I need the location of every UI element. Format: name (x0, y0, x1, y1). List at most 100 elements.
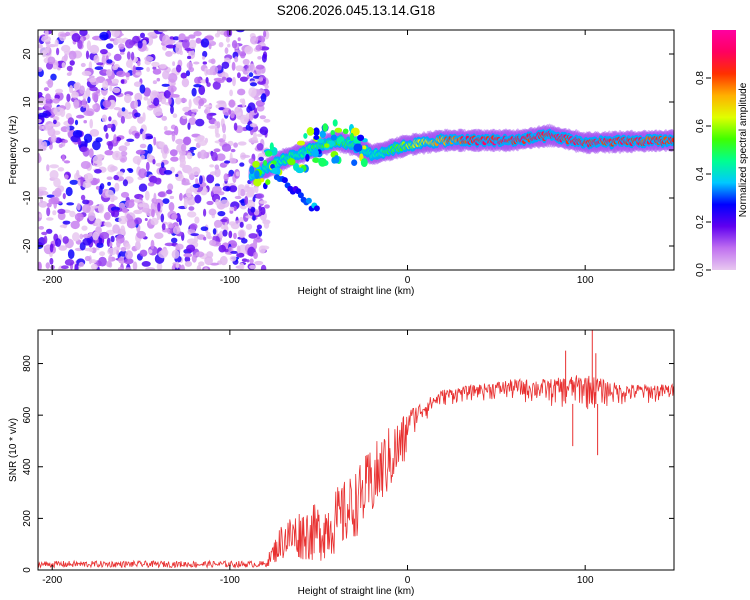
noise-blob (80, 176, 84, 187)
signal-blob (313, 135, 320, 140)
noise-blob (57, 167, 65, 172)
noise-blob (132, 261, 138, 270)
noise-blob (81, 98, 87, 108)
noise-blob (99, 31, 109, 41)
noise-blob (50, 196, 60, 204)
noise-blob (175, 261, 180, 269)
noise-blob (83, 120, 87, 124)
signal-blob (264, 150, 273, 157)
noise-blob (209, 239, 217, 246)
noise-blob (230, 250, 239, 254)
noise-blob (83, 110, 94, 116)
noise-blob (219, 255, 228, 266)
noise-blob (139, 143, 147, 149)
noise-blob (112, 87, 121, 94)
colorbar-tick-label: 0.4 (695, 167, 706, 181)
snr-x-tick-label: 100 (577, 575, 594, 586)
noise-blob (172, 36, 180, 41)
noise-blob (38, 112, 48, 118)
signal-blob (287, 158, 296, 166)
noise-blob (47, 56, 56, 65)
noise-blob (58, 143, 63, 148)
signal-blob (333, 155, 340, 164)
noise-blob (64, 174, 69, 180)
noise-blob (256, 224, 262, 230)
colorbar-axis: 0.0 0.2 0.4 0.6 0.8 (695, 71, 711, 277)
noise-blob (202, 50, 208, 58)
noise-blob (158, 250, 168, 259)
noise-blob (122, 206, 128, 214)
noise-blob (135, 149, 146, 155)
noise-blob (80, 194, 86, 201)
noise-blob (215, 133, 221, 138)
snr-y-tick-label: 0 (22, 567, 33, 573)
noise-blob (152, 68, 162, 75)
noise-blob (153, 97, 160, 107)
noise-blob (109, 85, 113, 92)
noise-blob (176, 64, 182, 73)
noise-blob (237, 141, 247, 146)
noise-blob (81, 70, 92, 77)
noise-blob (228, 157, 237, 164)
noise-blob (161, 223, 166, 231)
noise-blob (57, 211, 66, 221)
noise-blob (246, 259, 250, 263)
noise-blob (252, 196, 256, 203)
spectrogram-y-axis: -20 -10 0 10 20 (22, 48, 674, 253)
noise-blob (49, 243, 54, 253)
noise-blob (150, 201, 158, 212)
noise-blob (208, 208, 217, 216)
snr-panel: -200 -100 0 100 0 200 400 600 800 Height of str… (8, 329, 675, 597)
noise-blob (241, 258, 248, 263)
snr-plot-area (38, 330, 674, 570)
noise-blob (216, 64, 222, 71)
noise-blob (116, 70, 126, 78)
noise-blob (223, 173, 229, 182)
noise-blob (242, 58, 250, 66)
noise-blob (43, 235, 48, 244)
noise-blob (99, 231, 110, 240)
noise-blob (124, 93, 132, 104)
noise-blob (133, 81, 142, 87)
noise-blob (45, 93, 51, 101)
signal-blob (319, 130, 326, 139)
noise-blob (170, 81, 176, 86)
noise-blob (145, 267, 155, 270)
noise-blob (260, 264, 267, 270)
noise-blob (120, 246, 127, 252)
noise-blob (62, 193, 66, 200)
noise-blob (234, 195, 242, 200)
noise-blob (62, 220, 71, 225)
noise-blob (237, 88, 246, 96)
signal-branch (313, 205, 320, 212)
noise-blob (96, 242, 104, 248)
noise-blob (211, 151, 218, 162)
noise-blob (140, 154, 145, 160)
noise-blob (193, 84, 202, 88)
noise-blob (182, 39, 190, 49)
noise-blob (89, 44, 100, 55)
noise-blob (248, 87, 257, 97)
noise-blob (135, 72, 142, 76)
noise-blob (206, 200, 214, 206)
noise-blob (187, 201, 193, 206)
noise-blob (147, 182, 155, 187)
noise-blob (107, 181, 111, 186)
noise-blob (79, 30, 88, 37)
noise-blob (163, 144, 169, 154)
noise-blob (117, 176, 125, 182)
noise-blob (198, 261, 205, 267)
noise-blob (81, 225, 88, 231)
noise-blob (184, 111, 192, 116)
noise-blob (168, 223, 175, 229)
noise-blob (175, 96, 182, 105)
signal-blob (270, 164, 275, 169)
noise-blob (218, 42, 224, 48)
noise-blob (49, 257, 54, 265)
noise-blob (259, 200, 268, 205)
signal-blob (249, 166, 255, 175)
noise-blob (210, 58, 216, 65)
noise-blob (82, 233, 92, 239)
noise-blob (239, 188, 246, 197)
noise-blob (191, 113, 195, 118)
